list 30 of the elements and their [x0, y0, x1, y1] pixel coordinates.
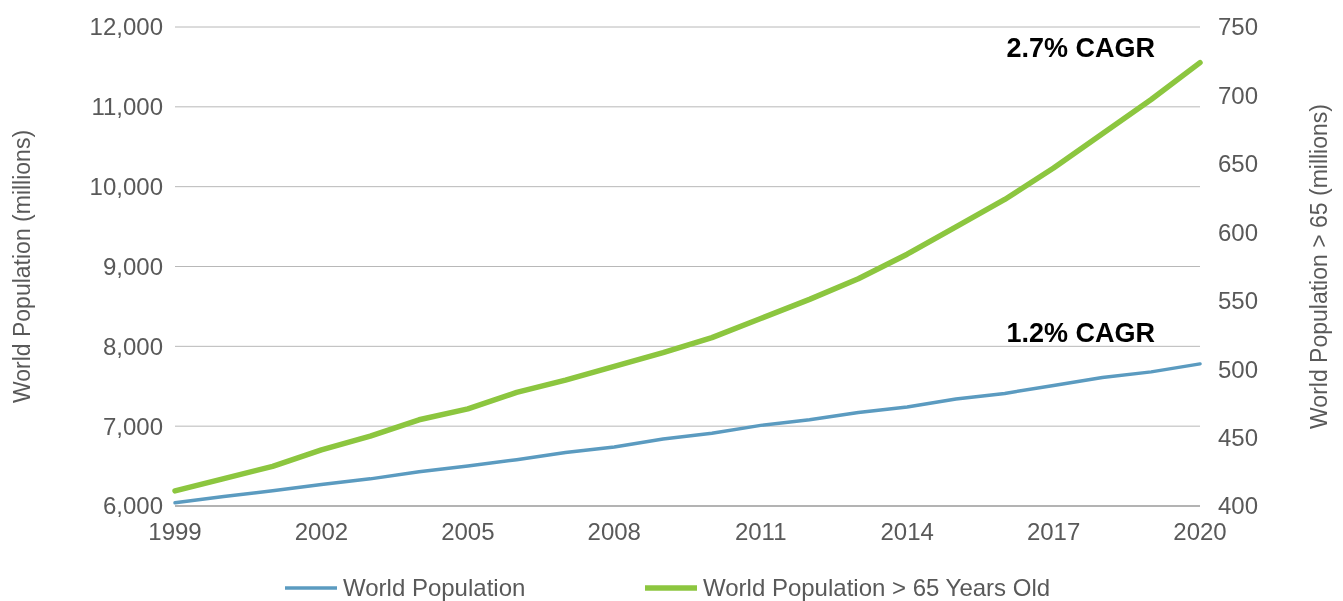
y-axis-title: World Population (millions)	[9, 129, 35, 404]
x-tick-label: 2017	[1026, 518, 1081, 545]
y-tick-label: 8,000	[102, 332, 163, 360]
line-series	[173, 362, 1202, 505]
annotation: 1.2% CAGR	[1006, 317, 1155, 348]
y2-tick-label: 450	[1218, 423, 1259, 451]
y-tick-label: 10,000	[89, 173, 163, 201]
y2-axis-title: World Population > 65 (millions)	[1306, 104, 1332, 429]
x-tick-label: 2002	[294, 518, 349, 545]
y2-tick-label: 700	[1218, 81, 1259, 109]
annotation: 2.7% CAGR	[1006, 32, 1155, 63]
x-tick-label: 2020	[1173, 518, 1227, 545]
y2-tick-label: 650	[1218, 150, 1259, 178]
x-tick-label: 2014	[880, 518, 934, 545]
y-tick-label: 9,000	[102, 252, 163, 280]
y2-tick-label: 550	[1218, 287, 1259, 315]
y-tick-label: 11,000	[91, 93, 163, 121]
legend-label: World Population	[343, 574, 526, 601]
y-tick-label: 7,000	[102, 412, 163, 440]
y-tick-label: 6,000	[102, 492, 163, 520]
y2-tick-label: 750	[1218, 13, 1259, 41]
legend-label: World Population > 65 Years Old	[703, 574, 1051, 601]
y-tick-label: 12,000	[89, 13, 163, 41]
y2-tick-label: 600	[1218, 218, 1259, 246]
y2-tick-label: 400	[1218, 492, 1259, 520]
x-tick-label: 2008	[587, 518, 641, 545]
y2-tick-label: 500	[1218, 355, 1259, 383]
x-tick-label: 2011	[734, 518, 787, 545]
x-tick-label: 1999	[148, 518, 202, 545]
x-tick-label: 2005	[441, 518, 495, 545]
